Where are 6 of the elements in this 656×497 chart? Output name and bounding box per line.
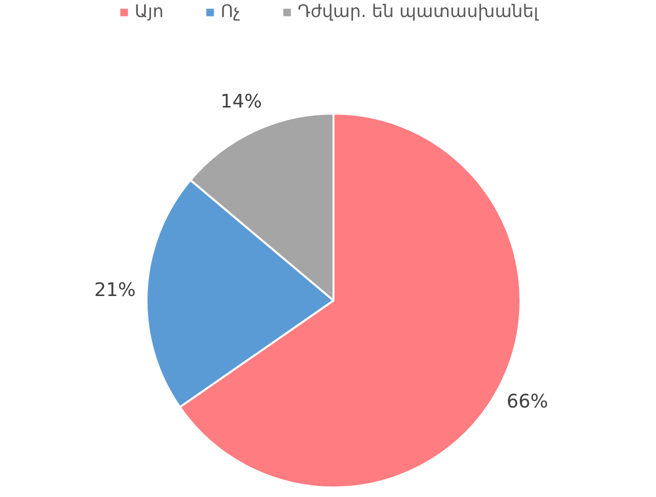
data-label: 14% xyxy=(220,92,262,113)
legend-label: Այո xyxy=(134,2,164,22)
legend-label: Ոչ xyxy=(220,2,241,22)
legend-label: Դժվար. են պատասխանել xyxy=(298,2,538,22)
data-label: 21% xyxy=(94,280,136,301)
data-label: 66% xyxy=(506,391,548,412)
